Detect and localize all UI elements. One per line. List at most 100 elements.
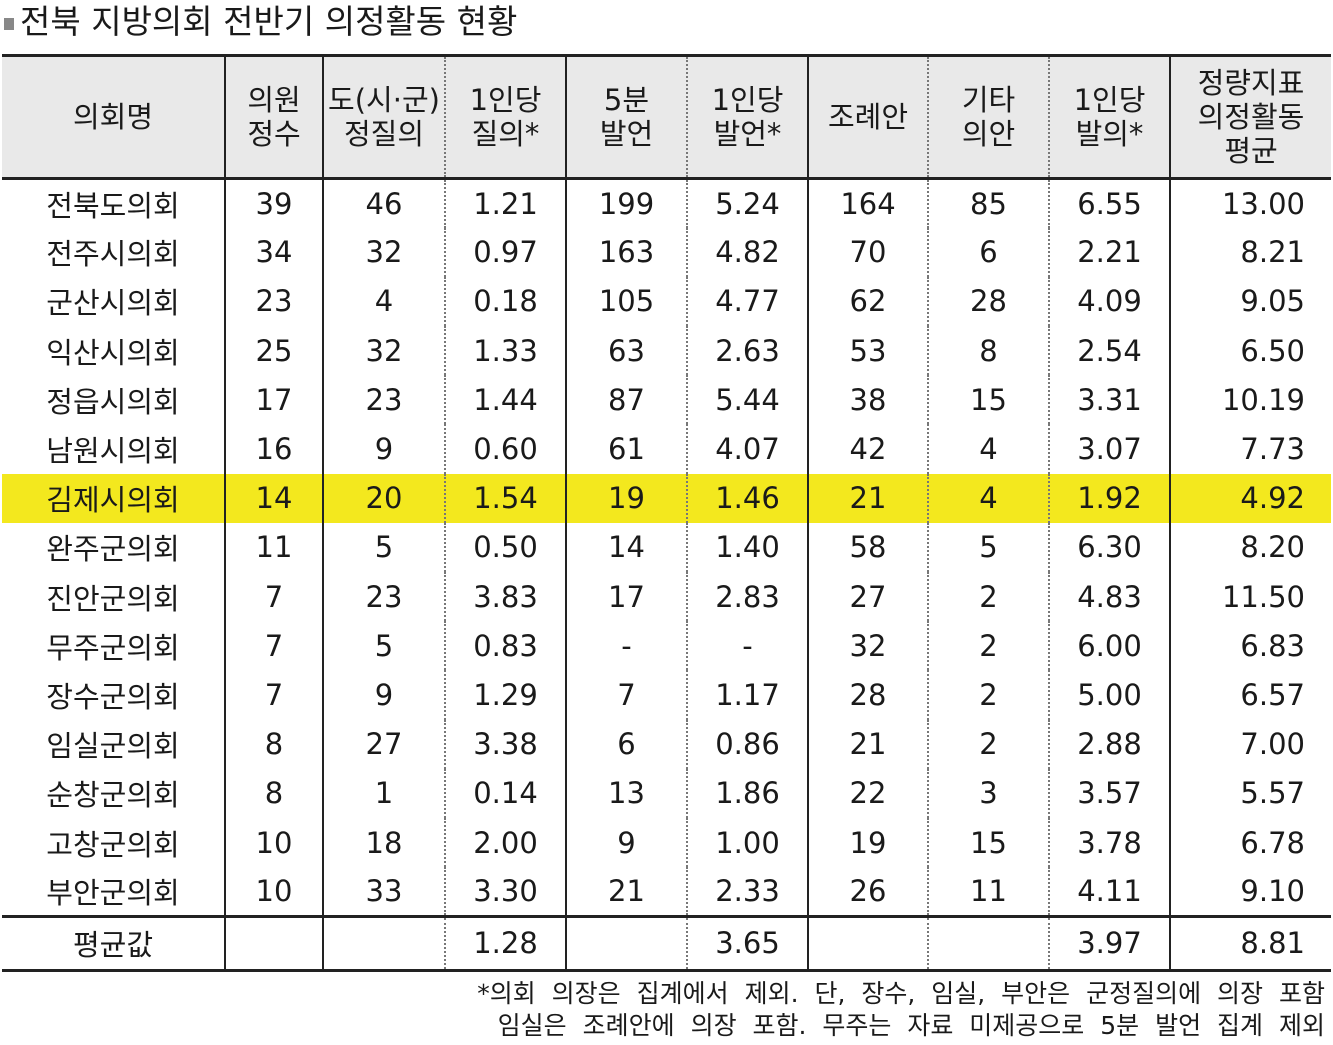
value-cell: 4 bbox=[322, 276, 445, 327]
value-cell: 1.44 bbox=[444, 375, 566, 425]
council-name: 전주시의회 bbox=[46, 237, 180, 272]
value-cell: 3.57 bbox=[1048, 768, 1170, 818]
council-name: 완주군의회 bbox=[46, 532, 180, 567]
data-row: 진안군의회 7 23 3.83 17 2.83 27 2 4.83 11.50 bbox=[2, 572, 1331, 622]
value-cell: 0.50 bbox=[444, 522, 566, 572]
data-row: 고창군의회 10 18 2.00 9 1.00 19 15 3.78 6.78 bbox=[2, 817, 1331, 868]
table-header: 의회명 의원 정수 도(시·군) 정질의 1인당 질의* 5분 발언 1인당 발언* 조례안 기타 의안 1… bbox=[2, 55, 1331, 179]
value-cell: 2 bbox=[927, 670, 1049, 720]
value-cell: 32 bbox=[322, 227, 445, 277]
value-cell: - bbox=[565, 621, 687, 671]
header-line: 1인당 bbox=[711, 83, 784, 117]
header-cell: 도(시·군) 정질의 bbox=[322, 55, 445, 179]
value-cell: 42 bbox=[807, 424, 928, 474]
header-line: 조례안 bbox=[827, 100, 909, 134]
header-line: 정량지표 bbox=[1197, 66, 1305, 100]
value-cell: 13.00 bbox=[1169, 178, 1331, 228]
value-cell: 0.86 bbox=[686, 719, 808, 769]
council-name: 부안군의회 bbox=[46, 875, 180, 910]
value-cell: 23 bbox=[224, 276, 323, 327]
value-cell: 21 bbox=[807, 473, 928, 523]
header-cell: 1인당 발언* bbox=[686, 55, 808, 179]
value-cell: 14 bbox=[224, 473, 323, 523]
value-cell: 9 bbox=[322, 424, 445, 474]
council-name: 순창군의회 bbox=[46, 778, 180, 813]
value-cell: 5.44 bbox=[686, 375, 808, 425]
value-cell: 3.31 bbox=[1048, 375, 1170, 425]
value-cell: 9 bbox=[565, 817, 687, 868]
value-cell: 19 bbox=[565, 473, 687, 523]
value-cell: 8.20 bbox=[1169, 522, 1331, 572]
data-row: 익산시의회 25 32 1.33 63 2.63 53 8 2.54 6.50 bbox=[2, 326, 1331, 376]
value-cell: 4.07 bbox=[686, 424, 808, 474]
header-line: 평균 bbox=[1224, 134, 1278, 168]
value-cell: 85 bbox=[927, 178, 1049, 228]
value-cell: 4.83 bbox=[1048, 572, 1170, 622]
value-cell: 4 bbox=[927, 473, 1049, 523]
value-cell: 38 bbox=[807, 375, 928, 425]
value-cell: 164 bbox=[807, 178, 928, 228]
data-row: 군산시의회 23 4 0.18 105 4.77 62 28 4.09 9.05 bbox=[2, 276, 1331, 327]
value-cell: 0.97 bbox=[444, 227, 566, 277]
data-row: 전주시의회 34 32 0.97 163 4.82 70 6 2.21 8.21 bbox=[2, 227, 1331, 277]
title-text: 전북 지방의회 전반기 의정활동 현황 bbox=[20, 2, 518, 41]
value-cell: 199 bbox=[565, 178, 687, 228]
value-cell: 2.83 bbox=[686, 572, 808, 622]
header-cell: 의회명 bbox=[2, 56, 225, 179]
value-cell: 11 bbox=[224, 522, 323, 572]
value-cell: 8.21 bbox=[1169, 227, 1331, 277]
value-cell: 6.83 bbox=[1169, 621, 1331, 671]
value-cell: 163 bbox=[565, 227, 687, 277]
header-line: 의안 bbox=[961, 117, 1016, 151]
value-cell: 1 bbox=[322, 768, 445, 818]
value-cell: - bbox=[686, 621, 808, 671]
value-cell: 6.55 bbox=[1048, 178, 1170, 228]
value-cell: 4.09 bbox=[1048, 276, 1170, 327]
header-line: 발언* bbox=[713, 117, 782, 151]
value-cell: 1.46 bbox=[686, 473, 808, 523]
value-cell: 0.14 bbox=[444, 768, 566, 818]
value-cell: 7 bbox=[565, 670, 687, 720]
council-name: 남원시의회 bbox=[46, 434, 180, 469]
value-cell: 1.54 bbox=[444, 473, 566, 523]
notes: *의회 의장은 집계에서 제외. 단, 장수, 임실, 부안은 군정질의에 의장… bbox=[477, 978, 1325, 1042]
value-cell: 1.00 bbox=[686, 817, 808, 868]
council-name: 임실군의회 bbox=[46, 729, 180, 764]
average-cell: 8.81 bbox=[1169, 916, 1331, 971]
value-cell: 2.33 bbox=[686, 867, 808, 917]
header-cell: 조례안 bbox=[807, 55, 928, 179]
value-cell: 63 bbox=[565, 326, 687, 376]
header-cell: 5분 발언 bbox=[565, 55, 687, 179]
header-line: 정수 bbox=[247, 117, 301, 151]
value-cell: 70 bbox=[807, 227, 928, 277]
value-cell: 10 bbox=[224, 867, 323, 917]
value-cell: 26 bbox=[807, 867, 928, 917]
value-cell: 5.00 bbox=[1048, 670, 1170, 720]
council-name: 정읍시의회 bbox=[46, 384, 180, 419]
value-cell: 6.57 bbox=[1169, 670, 1331, 720]
value-cell: 5 bbox=[927, 522, 1049, 572]
data-row: 완주군의회 11 5 0.50 14 1.40 58 5 6.30 8.20 bbox=[2, 522, 1331, 572]
value-cell: 14 bbox=[565, 522, 687, 572]
header-line: 도(시·군) bbox=[328, 83, 440, 117]
average-cell: 3.97 bbox=[1048, 916, 1170, 971]
value-cell: 4 bbox=[927, 424, 1049, 474]
value-cell: 7.00 bbox=[1169, 719, 1331, 769]
header-line: 기타 bbox=[961, 83, 1016, 117]
value-cell: 1.86 bbox=[686, 768, 808, 818]
value-cell: 15 bbox=[927, 817, 1049, 868]
value-cell: 4.77 bbox=[686, 276, 808, 327]
value-cell: 19 bbox=[807, 817, 928, 868]
table-body: 전북도의회 39 46 1.21 199 5.24 164 85 6.55 13.00 전주시의회 3… bbox=[2, 178, 1331, 917]
data-row: 부안군의회 10 33 3.30 21 2.33 26 11 4.11 9.10 bbox=[2, 867, 1331, 917]
header-cell: 1인당 발의* bbox=[1048, 55, 1170, 179]
value-cell: 11 bbox=[927, 867, 1049, 917]
value-cell: 27 bbox=[807, 572, 928, 622]
value-cell: 20 bbox=[322, 473, 445, 523]
value-cell: 7.73 bbox=[1169, 424, 1331, 474]
average-cell bbox=[224, 916, 323, 971]
value-cell: 1.21 bbox=[444, 178, 566, 228]
council-name: 장수군의회 bbox=[46, 679, 180, 714]
note-line: 임실은 조례안에 의장 포함. 무주는 자료 미제공으로 5분 발언 집계 제외 bbox=[497, 1011, 1325, 1040]
value-cell: 6.78 bbox=[1169, 817, 1331, 868]
